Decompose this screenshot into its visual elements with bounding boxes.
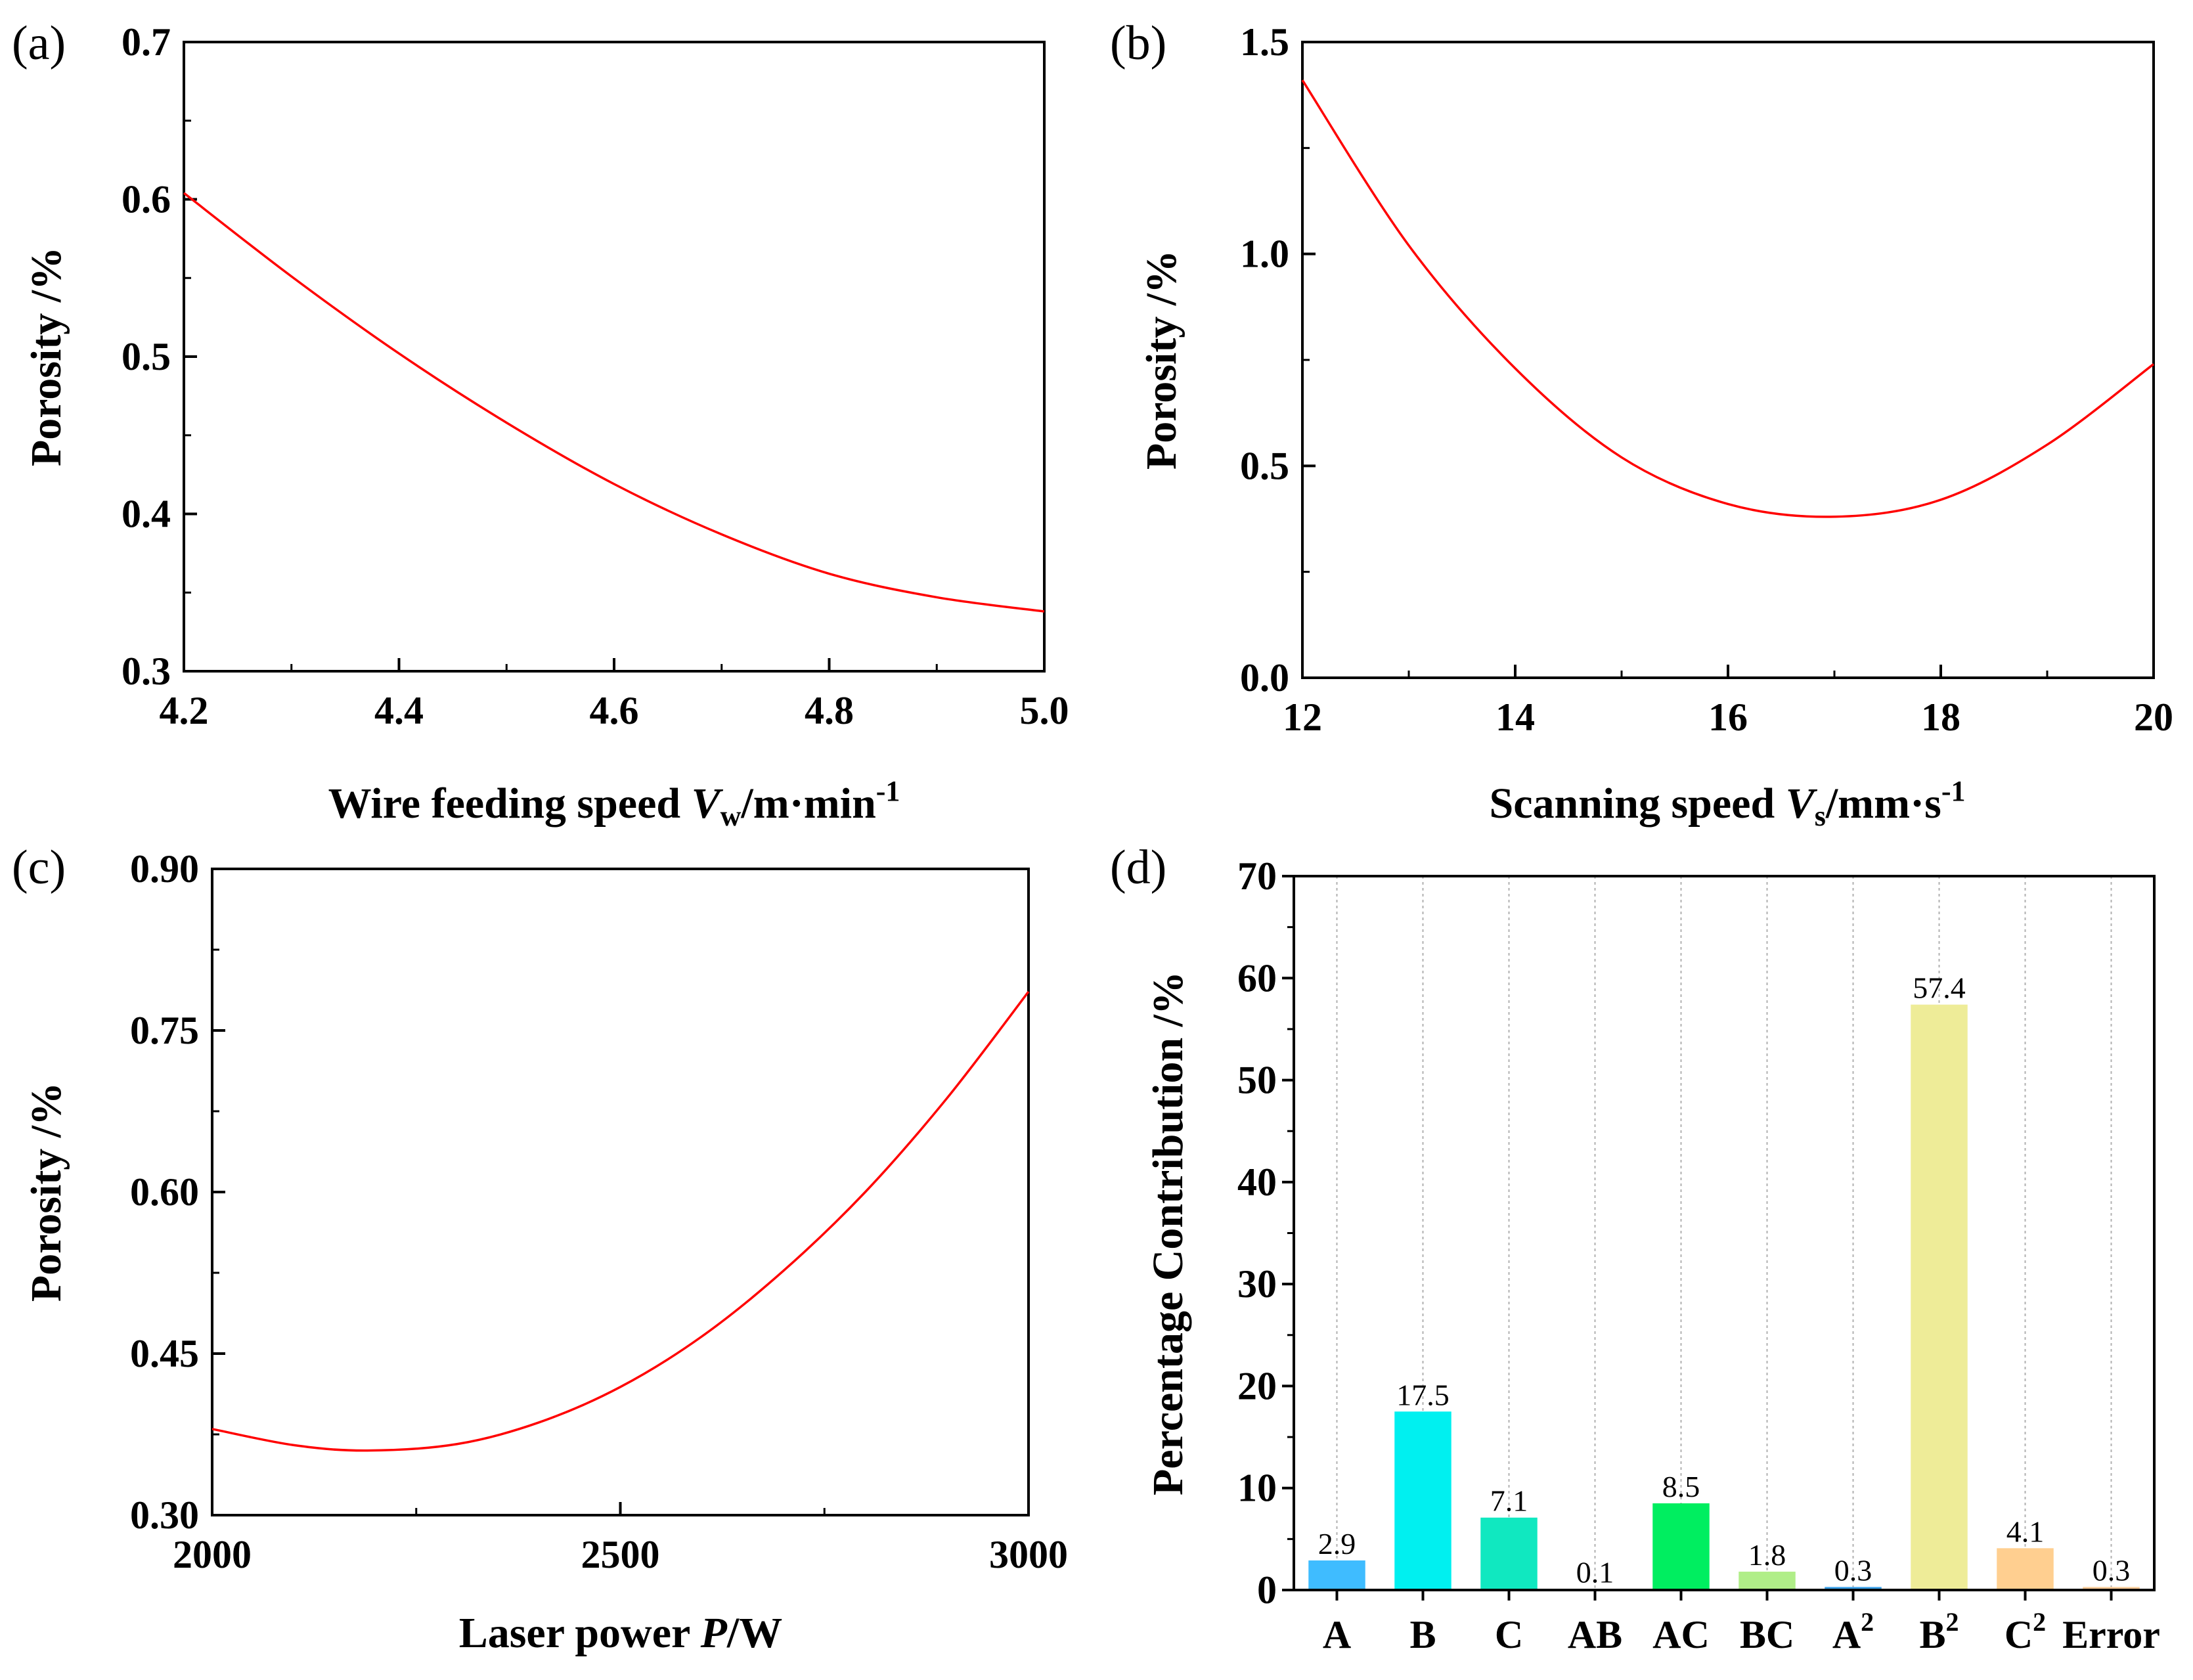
- data-label: 7.1: [1490, 1484, 1528, 1518]
- plot-frame-b: [1301, 41, 2155, 679]
- x-tick-label: 20: [2134, 696, 2173, 739]
- y-tick-label: 50: [1237, 1059, 1277, 1102]
- bar-4: [1652, 1503, 1710, 1590]
- bar-8: [1997, 1548, 2054, 1590]
- panel-label-a: (a): [12, 16, 66, 70]
- panel-label-d: (d): [1110, 841, 1166, 895]
- category-label: B2: [1919, 1607, 1959, 1656]
- x-tick-label: 2000: [173, 1533, 252, 1576]
- data-label: 0.3: [2093, 1553, 2131, 1587]
- panel-label-c: (c): [12, 841, 66, 895]
- y-tick-label: 1.0: [1240, 232, 1289, 276]
- chart-b: (b) 12 14 16 18 20 0.0 0.5 1.0 1.5 Porosity /% S…: [1110, 16, 2173, 832]
- x-tick-label: 18: [1921, 696, 1960, 739]
- data-label: 0.1: [1576, 1555, 1614, 1589]
- y-tick-label: 20: [1237, 1364, 1277, 1407]
- bar-7: [1911, 1004, 1968, 1590]
- y-tick-label: 0.30: [130, 1493, 199, 1537]
- category-label: AB: [1568, 1613, 1622, 1656]
- x-axis-label-a: Wire feeding speed Vw/m·min-1: [328, 775, 900, 832]
- y-axis-label-a: Porosity /%: [22, 247, 70, 466]
- y-tick-label: 0.75: [130, 1009, 199, 1052]
- data-label: 2.9: [1318, 1527, 1356, 1560]
- plot-frame-a: [183, 41, 1046, 673]
- y-tick-label: 0.60: [130, 1170, 199, 1214]
- x-tick-label: 12: [1283, 696, 1322, 739]
- data-label: 8.5: [1662, 1470, 1700, 1503]
- y-tick-label: 0.3: [122, 650, 171, 693]
- y-axis-label-c: Porosity /%: [22, 1082, 70, 1302]
- y-tick-label: 10: [1237, 1467, 1277, 1510]
- x-tick-label: 4.6: [590, 689, 639, 732]
- bar-5: [1739, 1572, 1796, 1590]
- y-tick-label: 0.7: [122, 20, 171, 64]
- y-tick-label: 0.0: [1240, 656, 1289, 699]
- bar-1: [1394, 1411, 1451, 1590]
- y-tick-label: 0.5: [1240, 444, 1289, 487]
- bar-2: [1480, 1517, 1538, 1590]
- y-tick-label: 1.5: [1240, 20, 1289, 64]
- category-label: C: [1495, 1613, 1523, 1656]
- y-tick-label: 0.45: [130, 1332, 199, 1375]
- x-tick-label: 3000: [989, 1533, 1068, 1576]
- plot-frame-c: [211, 868, 1030, 1516]
- y-tick-label: 0.4: [122, 493, 171, 536]
- category-label: AC: [1652, 1613, 1710, 1656]
- series-line-a: [183, 192, 1045, 613]
- x-axis-label-c: Laser power P/W: [459, 1609, 783, 1657]
- x-tick-label: 5.0: [1020, 689, 1069, 732]
- y-axis-label-b: Porosity /%: [1138, 250, 1185, 470]
- y-axis-label-d: Percentage Contribution /%: [1144, 971, 1192, 1495]
- series-line-c: [211, 990, 1030, 1452]
- y-tick-label: 0: [1257, 1568, 1277, 1612]
- data-label: 0.3: [1834, 1553, 1872, 1587]
- category-label: C2: [2005, 1607, 2046, 1656]
- x-tick-label: 4.2: [160, 689, 209, 732]
- series-line-b: [1301, 79, 2155, 518]
- y-tick-label: 70: [1237, 854, 1277, 898]
- y-tick-label: 30: [1237, 1262, 1277, 1306]
- panel-label-b: (b): [1110, 16, 1166, 70]
- x-tick-label: 2500: [581, 1533, 660, 1576]
- x-tick-label: 4.4: [374, 689, 424, 732]
- bar-9: [2083, 1587, 2140, 1590]
- category-label: B: [1409, 1613, 1436, 1656]
- y-tick-label: 0.90: [130, 847, 199, 891]
- data-label: 4.1: [2006, 1514, 2045, 1548]
- chart-a: (a) 4.2 4.4 4.6 4.8 5.0 0.3 0.4 0.5 0.6 0.7 Poros…: [12, 16, 1069, 832]
- category-label: A: [1323, 1613, 1351, 1656]
- bar-0: [1308, 1560, 1365, 1590]
- category-label: Error: [2062, 1613, 2160, 1656]
- y-tick-label: 0.6: [122, 178, 171, 221]
- category-label: BC: [1740, 1613, 1794, 1656]
- data-label: 57.4: [1913, 971, 1966, 1005]
- y-tick-label: 0.5: [122, 335, 171, 378]
- x-tick-label: 16: [1708, 696, 1748, 739]
- data-label: 1.8: [1748, 1538, 1786, 1572]
- x-axis-label-b: Scanning speed Vs/mm·s-1: [1490, 775, 1966, 832]
- data-label: 17.5: [1396, 1378, 1450, 1411]
- y-tick-label: 40: [1237, 1161, 1277, 1204]
- y-tick-label: 60: [1237, 956, 1277, 1000]
- chart-c: (c) 2000 2500 3000 0.30 0.45 0.60 0.75 0.90 Por…: [12, 841, 1068, 1657]
- x-tick-label: 14: [1495, 696, 1535, 739]
- category-label: A2: [1832, 1607, 1874, 1656]
- bar-6: [1825, 1587, 1882, 1590]
- x-tick-label: 4.8: [805, 689, 854, 732]
